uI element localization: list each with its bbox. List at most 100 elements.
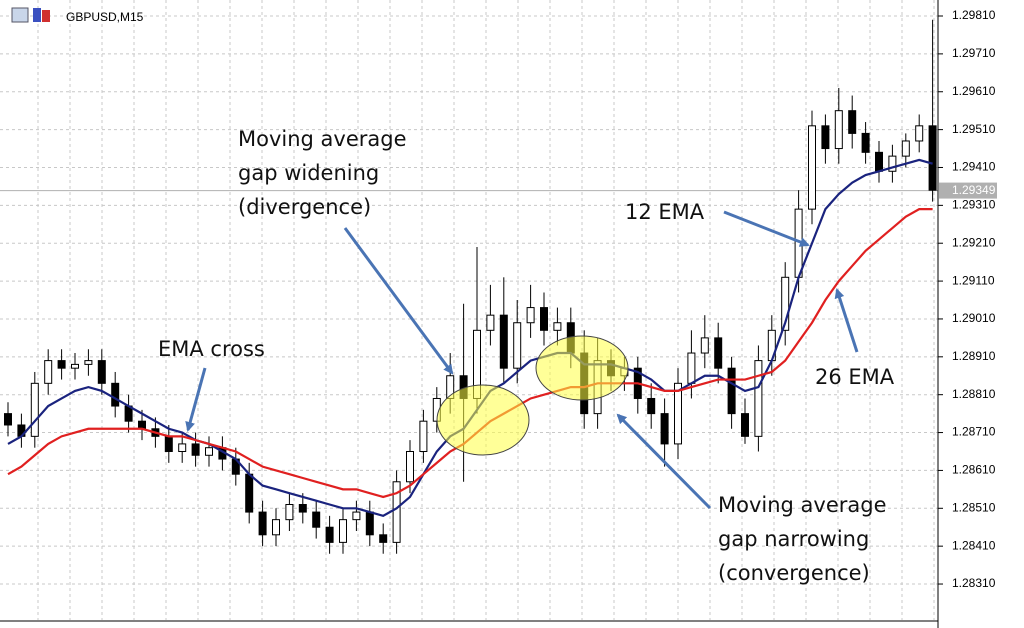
annotation: Moving average [718, 493, 887, 517]
series-label: 12 EMA [625, 200, 705, 224]
annotation: gap widening [238, 161, 379, 185]
candle-body [339, 519, 347, 543]
arrows [185, 210, 859, 510]
grid [0, 0, 938, 620]
candle-body [191, 443, 200, 456]
y-tick-label: 1.28910 [952, 349, 996, 363]
candle-body [660, 413, 669, 445]
y-tick-label: 1.28610 [952, 463, 996, 477]
candle-body [272, 519, 280, 536]
y-tick-label: 1.29610 [952, 84, 996, 98]
arrow [343, 227, 454, 375]
candle-body [4, 413, 12, 426]
candle-body [875, 151, 883, 172]
candle-body [700, 337, 709, 354]
candle-body [687, 352, 696, 384]
candle-body [754, 360, 763, 437]
arrow [723, 210, 810, 247]
y-tick-label: 1.29310 [952, 198, 996, 212]
candle-body [258, 511, 267, 536]
icon [11, 7, 29, 23]
candle-body [808, 125, 816, 210]
highlight-ellipse [436, 384, 530, 456]
candle-body [325, 526, 334, 543]
annotation: gap narrowing [718, 527, 869, 551]
candle-body [741, 413, 749, 437]
candle-body [245, 473, 254, 513]
candle-body [674, 382, 682, 445]
candle-body [44, 360, 53, 384]
annotation: EMA cross [158, 337, 265, 361]
last-price-box [939, 182, 997, 199]
candle-body [647, 397, 656, 415]
candle-body [205, 447, 213, 456]
candle-body [486, 314, 495, 331]
y-tick-label: 1.28810 [952, 387, 996, 401]
y-tick-label: 1.29110 [952, 273, 995, 287]
plot-area [4, 19, 937, 554]
highlights [436, 335, 629, 456]
candle-body [540, 307, 548, 331]
candle-body [352, 511, 361, 521]
candle-body [499, 314, 508, 369]
candle-body [164, 435, 173, 452]
candle-body [285, 504, 294, 521]
candle-body [888, 155, 897, 172]
annotations: Moving average gap widening (divergence)… [158, 127, 895, 585]
y-tick-label: 1.28410 [952, 538, 996, 552]
y-tick-label: 1.29810 [952, 8, 996, 22]
candle-body [365, 511, 374, 536]
icon [42, 10, 50, 22]
candle-body [834, 110, 843, 150]
y-tick-label: 1.28310 [952, 576, 996, 590]
series-label: 26 EMA [815, 365, 895, 389]
candle-body [178, 443, 187, 452]
candle-body [821, 125, 830, 150]
last-price-label: 1.29349 [952, 183, 996, 197]
candle-body [526, 307, 535, 324]
arrow [834, 288, 859, 353]
annotation: (divergence) [238, 195, 371, 219]
candle-body [513, 322, 522, 369]
candle-body [714, 337, 723, 369]
y-tick-label: 1.29010 [952, 311, 996, 325]
candle-body [727, 367, 736, 415]
candle-body [901, 140, 910, 157]
icon [33, 8, 41, 22]
candle-body [71, 363, 79, 369]
candle-body [848, 110, 857, 134]
candle-body [298, 504, 307, 513]
candle-body [406, 450, 414, 483]
toolbar-icons [11, 7, 50, 23]
arrow [616, 413, 712, 510]
candle-body [781, 276, 790, 331]
candle-body [312, 511, 321, 528]
candle-body [379, 534, 388, 543]
arrow [185, 367, 207, 432]
annotation: (convergence) [718, 561, 870, 585]
y-tick-label: 1.29410 [952, 160, 996, 174]
y-tick-label: 1.29210 [952, 235, 996, 249]
chart-title: GBPUSD,M15 [66, 10, 144, 24]
highlight-ellipse [535, 335, 629, 401]
y-tick-label: 1.29710 [952, 46, 996, 60]
candle-body [928, 125, 937, 191]
candle-body [111, 382, 120, 407]
candle-body [553, 322, 562, 331]
candle-body [861, 132, 870, 153]
candle-body [138, 420, 146, 430]
candle-body [30, 382, 39, 437]
annotation: Moving average [238, 127, 407, 151]
candle-body [97, 360, 106, 384]
candle-body [57, 360, 66, 369]
y-tick-label: 1.28510 [952, 500, 996, 514]
candle-body [392, 481, 401, 543]
candle-body [915, 125, 924, 142]
candle-body [84, 360, 93, 365]
candle-body [419, 420, 428, 452]
y-tick-label: 1.28710 [952, 425, 996, 439]
y-tick-label: 1.29510 [952, 122, 996, 136]
